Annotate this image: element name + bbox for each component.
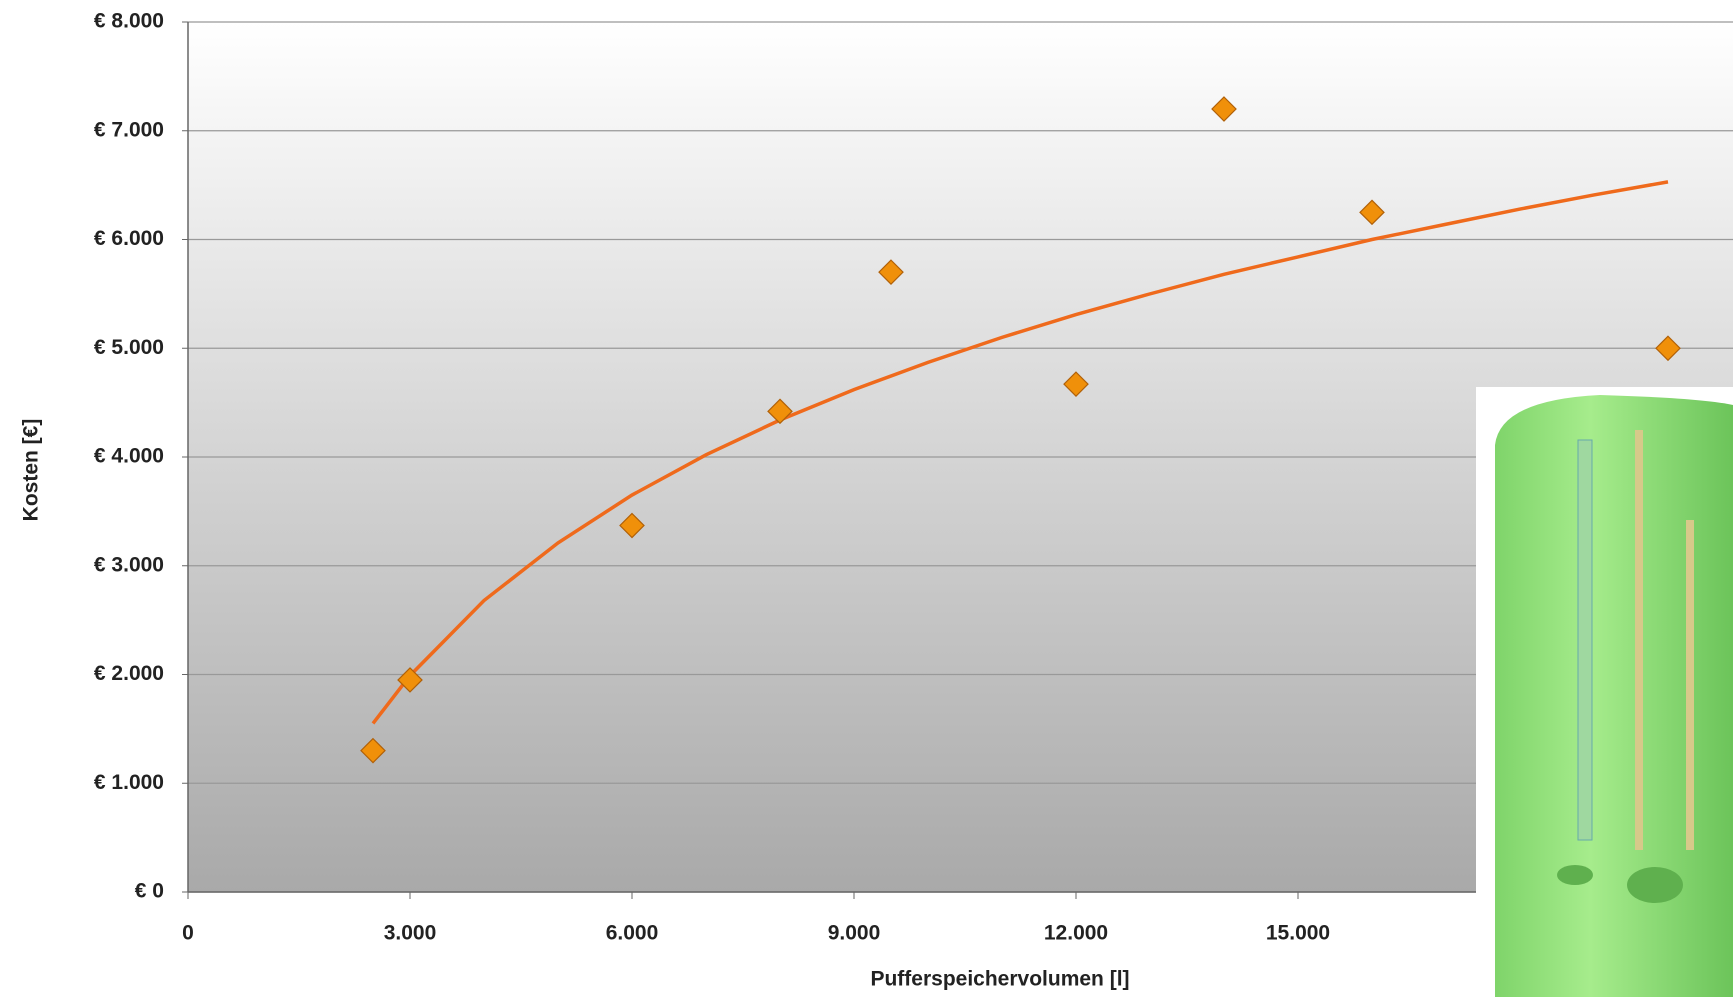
page: {"chart_data":{"type":"scatter","x_label… xyxy=(0,0,1733,997)
y-tick-label: € 2.000 xyxy=(94,662,164,685)
tank-flange xyxy=(1557,865,1593,885)
y-tick-label: € 8.000 xyxy=(94,10,164,33)
y-tick-label: € 0 xyxy=(135,880,164,903)
y-tick-label: € 4.000 xyxy=(94,445,164,468)
x-axis-title: Pufferspeichervolumen [l] xyxy=(870,968,1129,991)
chart: Pufferspeichervolumen [l] Kosten [€] € 0… xyxy=(0,0,1733,997)
y-axis-title: Kosten [€] xyxy=(20,419,43,522)
x-tick-label: 12.000 xyxy=(1044,922,1108,945)
tank-body xyxy=(1495,395,1733,997)
tank-image xyxy=(1476,387,1733,997)
x-tick-label: 9.000 xyxy=(828,922,881,945)
x-tick-label: 15.000 xyxy=(1266,922,1330,945)
tank-flange xyxy=(1627,867,1683,903)
x-tick-label: 3.000 xyxy=(384,922,437,945)
y-tick-label: € 7.000 xyxy=(94,118,164,141)
tank-pipe xyxy=(1635,430,1643,850)
y-tick-label: € 5.000 xyxy=(94,336,164,359)
x-tick-label: 0 xyxy=(182,922,194,945)
y-tick-label: € 3.000 xyxy=(94,553,164,576)
y-tick-label: € 6.000 xyxy=(94,227,164,250)
x-tick-label: 6.000 xyxy=(606,922,659,945)
tank-gauge xyxy=(1578,440,1592,840)
y-tick-label: € 1.000 xyxy=(94,771,164,794)
tank-pipe xyxy=(1686,520,1694,850)
